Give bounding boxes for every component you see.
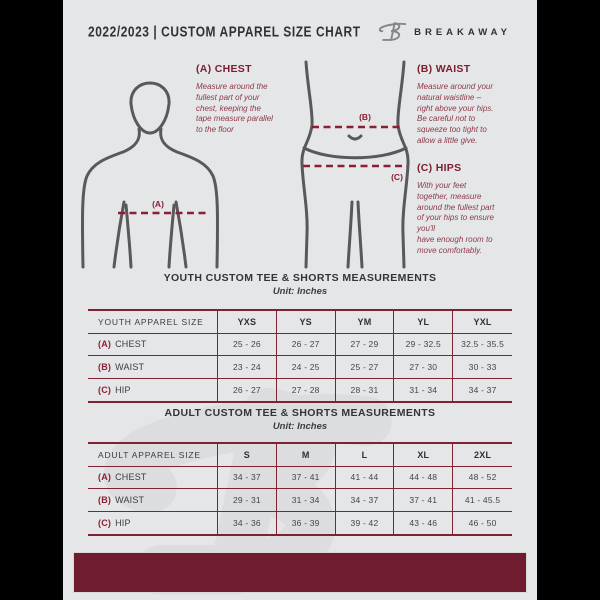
youth-size-table: YOUTH APPAREL SIZE YXS YS YM YL YXL (A) C… <box>88 309 512 404</box>
youth-header-cell: YXS <box>218 311 277 334</box>
youth-value-cell: 26 - 27 <box>218 378 277 402</box>
adult-header-cell: XL <box>394 444 454 467</box>
hips-instructions: (C) HIPS With your feet together, measur… <box>417 162 537 257</box>
row-key: (B) <box>98 494 112 505</box>
youth-header-cell: YM <box>335 311 395 334</box>
navel-mark <box>347 134 363 141</box>
row-name: CHEST <box>115 339 147 350</box>
waist-heading: (B) WAIST <box>417 63 471 75</box>
adult-header-cell: ADULT APPAREL SIZE <box>88 444 218 467</box>
youth-header-cell: YS <box>276 311 336 334</box>
row-name: HIP <box>115 518 131 529</box>
adult-header-cell: 2XL <box>453 444 512 467</box>
youth-value-cell: 32.5 - 35.5 <box>453 334 512 357</box>
adult-row-label: (A) CHEST <box>88 466 218 490</box>
youth-value-cell: 24 - 25 <box>276 356 336 379</box>
adult-row-label: (C) HIP <box>88 511 218 535</box>
lower-body-diagram: (B) (C) <box>300 60 410 269</box>
adult-value-cell: 37 - 41 <box>276 466 336 490</box>
adult-value-cell: 46 - 50 <box>468 518 497 529</box>
adult-value-cell: 34 - 36 <box>218 511 277 535</box>
adult-value-cell: 36 - 39 <box>277 511 336 535</box>
row-key: (A) <box>98 339 112 350</box>
row-key: (C) <box>98 385 112 396</box>
youth-header-cell: YXL <box>453 311 512 334</box>
youth-value-cell: 23 - 24 <box>218 356 277 379</box>
row-name: WAIST <box>115 361 145 372</box>
waist-instructions: (B) WAIST Measure around your natural wa… <box>417 63 531 147</box>
hip-curve <box>302 146 408 160</box>
youth-value-cell: 27 - 28 <box>277 378 336 402</box>
youth-value-cell: 27 - 30 <box>394 356 454 379</box>
hips-heading: (C) HIPS <box>417 162 462 174</box>
adult-table-title: ADULT CUSTOM TEE & SHORTS MEASUREMENTS <box>164 407 436 419</box>
adult-value-cell: 41 - 45.5 <box>453 489 512 512</box>
brand-lockup: BREAKAWAY <box>377 20 511 44</box>
youth-value-cell: 26 - 27 <box>276 333 336 357</box>
adult-value-cell: 44 - 48 <box>394 466 454 490</box>
youth-value-cell: 30 - 33 <box>453 356 512 379</box>
adult-value-cell: 37 - 41 <box>394 489 454 512</box>
row-name: CHEST <box>115 472 147 483</box>
chest-heading: (A) CHEST <box>196 63 252 75</box>
page-title: 2022/2023 | CUSTOM APPAREL SIZE CHART <box>88 23 361 40</box>
hips-description: With your feet together, measure around … <box>417 181 495 255</box>
hips-marker-label: (C) <box>391 172 403 182</box>
adult-value-cell: 41 - 44 <box>335 466 395 490</box>
adult-table-unit: Unit: Inches <box>272 421 328 432</box>
brand-name: BREAKAWAY <box>414 26 511 38</box>
youth-value-cell: 34 - 37 <box>468 385 497 396</box>
header: 2022/2023 | CUSTOM APPAREL SIZE CHART BR… <box>63 0 537 54</box>
chest-instructions: (A) CHEST Measure around the fullest par… <box>196 63 316 136</box>
adult-size-table: ADULT APPAREL SIZE S M L XL 2XL (A) CHEST… <box>88 442 512 537</box>
adult-value-cell: 34 - 37 <box>218 466 277 490</box>
adult-header-cell: S <box>218 444 277 467</box>
adult-header-cell: M <box>276 444 336 467</box>
waist-description: Measure around your natural waistline – … <box>417 82 494 145</box>
adult-value-cell: 34 - 37 <box>335 489 395 512</box>
adult-value-cell: 43 - 46 <box>394 511 454 535</box>
adult-value-cell: 29 - 31 <box>218 489 277 512</box>
youth-row-label: (B) WAIST <box>88 356 218 379</box>
adult-value-cell: 39 - 42 <box>336 511 395 535</box>
chest-marker-label: (A) <box>152 199 164 209</box>
adult-value-cell: 31 - 34 <box>276 489 336 512</box>
youth-value-cell: 31 - 34 <box>394 378 454 402</box>
youth-row-label: (A) CHEST <box>88 333 218 357</box>
waist-marker-label: (B) <box>359 112 371 122</box>
row-key: (A) <box>98 472 112 483</box>
chest-description: Measure around the fullest part of your … <box>196 82 273 135</box>
adult-table-heading: ADULT CUSTOM TEE & SHORTS MEASUREMENTS U… <box>63 407 537 432</box>
row-key: (C) <box>98 518 112 529</box>
youth-value-cell: 25 - 27 <box>335 356 395 379</box>
breakaway-logo-icon <box>378 22 407 41</box>
youth-row-label: (C) HIP <box>88 378 218 402</box>
adult-header-cell: L <box>335 444 395 467</box>
torso-diagram: (A) <box>80 81 220 269</box>
youth-header-cell: YL <box>394 311 454 334</box>
youth-value-cell: 28 - 31 <box>336 378 395 402</box>
adult-row-label: (B) WAIST <box>88 489 218 512</box>
youth-table-title: YOUTH CUSTOM TEE & SHORTS MEASUREMENTS <box>163 272 437 284</box>
youth-value-cell: 27 - 29 <box>335 333 395 357</box>
adult-value-cell: 48 - 52 <box>453 467 512 490</box>
youth-header-cell: YOUTH APPAREL SIZE <box>88 311 218 334</box>
youth-table-heading: YOUTH CUSTOM TEE & SHORTS MEASUREMENTS U… <box>63 272 537 297</box>
youth-value-cell: 25 - 26 <box>218 333 277 357</box>
youth-value-cell: 29 - 32.5 <box>394 333 454 357</box>
row-key: (B) <box>98 361 112 372</box>
document-page: 2022/2023 | CUSTOM APPAREL SIZE CHART BR… <box>63 0 537 600</box>
row-name: HIP <box>115 385 131 396</box>
row-name: WAIST <box>115 494 145 505</box>
footer-bar <box>73 552 527 593</box>
youth-table-unit: Unit: Inches <box>272 286 328 297</box>
